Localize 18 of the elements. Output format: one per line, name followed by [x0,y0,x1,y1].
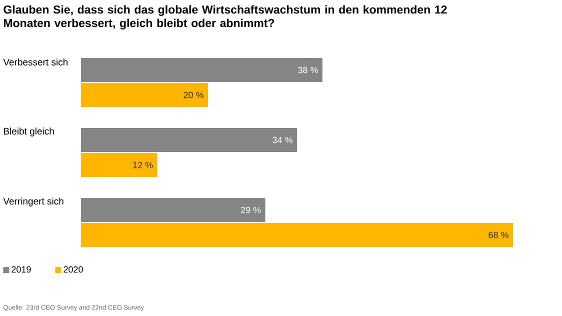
legend-label: 2019 [12,266,31,273]
legend-label: 2020 [64,266,83,273]
bar [81,58,322,82]
chart-title: Glauben Sie, dass sich das globale Wirtschaftswachstum in den kommenden 12 Monaten verbessert, gleich bleibt oder abnimmt? [4,5,447,30]
data-label: 20 % [184,92,204,98]
y-tick-label: Bleibt gleich [4,128,54,136]
data-label: 38 % [298,66,318,74]
bar [81,223,513,248]
bar [81,128,297,152]
bar [81,198,266,222]
data-label: 29 % [240,206,261,214]
bar [81,83,208,107]
data-label: 68 % [488,232,508,238]
y-tick-label: Verbessert sich [3,58,68,66]
y-tick-label: Verringert sich [3,198,64,206]
bar [81,153,158,178]
data-label: 34 % [272,136,292,144]
data-label: 12 % [133,162,153,168]
